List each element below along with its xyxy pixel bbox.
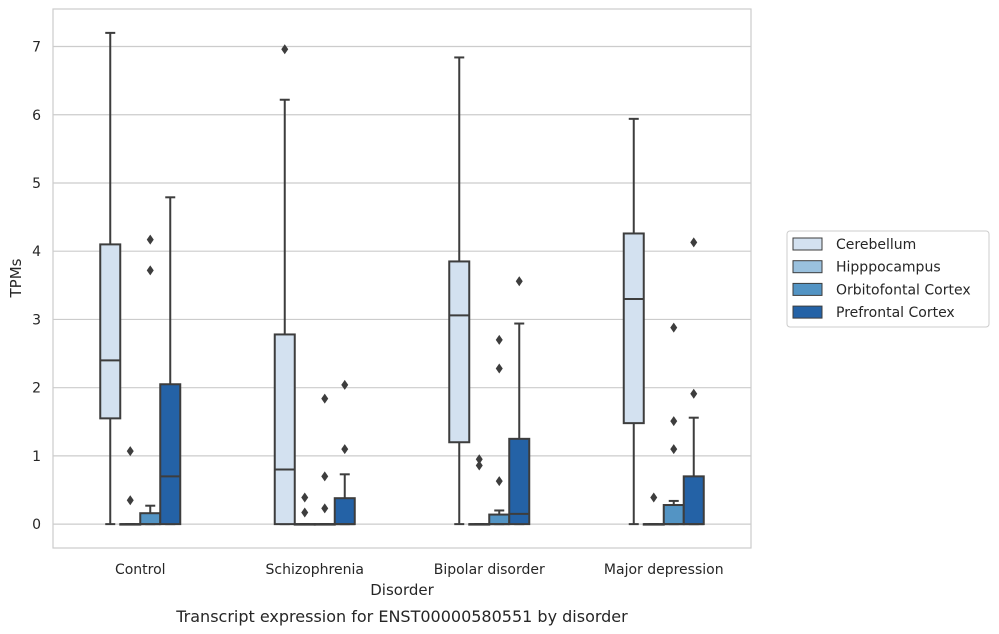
box-body xyxy=(99,243,122,420)
gridlines xyxy=(53,45,751,525)
category-label: Bipolar disorder xyxy=(434,562,545,578)
y-axis-label: TPMs xyxy=(7,258,25,298)
box-body xyxy=(273,333,296,526)
legend-swatch xyxy=(792,305,823,319)
outlier-point xyxy=(321,393,329,404)
y-tick-label: 5 xyxy=(32,176,41,192)
outlier-point xyxy=(321,471,329,482)
outlier-point xyxy=(475,454,483,465)
y-tick-label: 0 xyxy=(32,517,41,533)
legend-swatch xyxy=(792,282,823,296)
category-label: Schizophrenia xyxy=(266,562,364,578)
outlier-point xyxy=(146,265,154,276)
box-group xyxy=(508,276,531,526)
plot-frame xyxy=(52,8,752,549)
box-body xyxy=(488,513,511,526)
box-body xyxy=(448,260,471,444)
box-group xyxy=(682,237,705,526)
legend-swatch xyxy=(792,260,823,274)
legend-label: Orbitofontal Cortex xyxy=(836,282,971,298)
chart-title: Transcript expression for ENST0000058055… xyxy=(175,607,628,626)
outlier-point xyxy=(321,503,329,514)
box-group xyxy=(448,56,471,526)
y-tick-label: 3 xyxy=(32,312,41,328)
outlier-point xyxy=(301,507,309,518)
outlier-point xyxy=(690,237,698,248)
outlier-point xyxy=(126,446,134,457)
outlier-point xyxy=(650,492,658,503)
outlier-point xyxy=(495,334,503,345)
box-group xyxy=(99,31,122,526)
outlier-point xyxy=(670,444,678,455)
box-body xyxy=(662,504,685,526)
box-group xyxy=(313,393,336,526)
box-group xyxy=(159,196,182,526)
x-axis-label: Disorder xyxy=(370,581,434,599)
legend-label: Hipppocampus xyxy=(836,260,941,276)
outlier-point xyxy=(495,363,503,374)
box-group xyxy=(488,334,511,526)
legend-frame xyxy=(786,230,990,328)
outlier-point xyxy=(690,388,698,399)
outlier-point xyxy=(146,234,154,245)
box-group xyxy=(139,234,162,526)
box-body xyxy=(508,437,531,526)
box-body xyxy=(159,383,182,526)
y-tick-labels: 0 1 2 3 4 5 6 7 xyxy=(32,40,41,534)
box-body xyxy=(682,475,705,526)
box-body xyxy=(139,512,162,526)
y-tick-label: 4 xyxy=(32,244,41,260)
outlier-point xyxy=(126,495,134,506)
legend: Cerebellum Hipppocampus Orbitofontal Corte… xyxy=(786,230,990,328)
legend-label: Prefrontal Cortex xyxy=(836,305,955,321)
category-labels: Control Schizophrenia Bipolar disorder Majo… xyxy=(115,562,724,578)
box-body xyxy=(622,232,645,425)
outlier-point xyxy=(301,492,309,503)
outlier-point xyxy=(515,276,523,287)
box-body xyxy=(333,497,356,526)
outlier-point xyxy=(670,322,678,333)
outlier-point xyxy=(341,379,349,390)
box-group xyxy=(273,44,296,526)
box-group xyxy=(662,322,685,526)
box-group xyxy=(622,117,645,526)
y-tick-label: 1 xyxy=(32,449,41,465)
box-group xyxy=(293,492,316,526)
outlier-point xyxy=(670,416,678,427)
y-tick-label: 2 xyxy=(32,381,41,397)
legend-label: Cerebellum xyxy=(836,237,916,253)
outlier-point xyxy=(475,460,483,471)
legend-swatch xyxy=(792,237,823,251)
outlier-point xyxy=(281,44,289,55)
box-group xyxy=(642,492,665,526)
y-tick-label: 6 xyxy=(32,108,41,124)
box-group xyxy=(119,446,142,526)
y-tick-label: 7 xyxy=(32,40,41,56)
outlier-point xyxy=(495,476,503,487)
box-group xyxy=(468,454,491,526)
box-group xyxy=(333,379,356,526)
category-label: Control xyxy=(115,562,166,578)
category-label: Major depression xyxy=(604,562,724,578)
outlier-point xyxy=(341,444,349,455)
plot-boxes xyxy=(99,31,705,526)
